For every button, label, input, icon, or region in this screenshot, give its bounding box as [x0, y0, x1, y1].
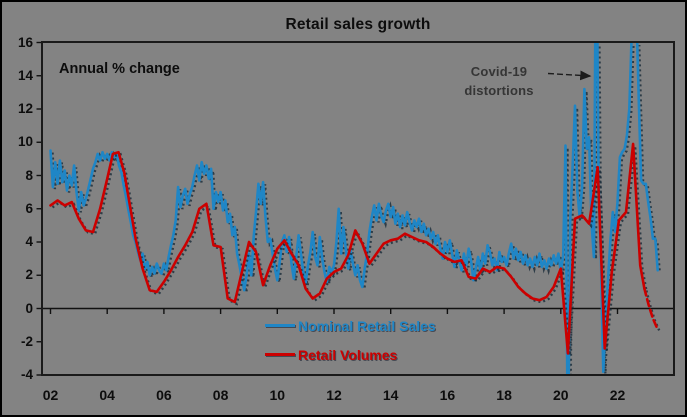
y-tick-label: 0: [25, 300, 33, 316]
legend-item-retail-volumes: Retail Volumes: [265, 340, 436, 369]
legend-item-nominal-retail-sales: Nominal Retail Sales: [265, 311, 436, 340]
x-tick-label: 12: [326, 387, 342, 403]
series-line-nominal-retail-sales: [49, 43, 659, 374]
y-tick-label: -4: [20, 367, 33, 382]
x-tick-label: 16: [439, 387, 456, 403]
legend-line-swatch-nominal: [265, 324, 295, 327]
chart-legend: Nominal Retail Sales Retail Volumes: [265, 311, 436, 369]
x-tick-label: 06: [156, 387, 172, 403]
covid-annotation-line1: Covid-19: [470, 64, 528, 79]
x-tick-label: 10: [269, 387, 286, 403]
series-line-retail-volumes-shadow: [51, 145, 648, 356]
x-tick-label: 22: [609, 387, 626, 403]
y-tick-label: 6: [25, 200, 33, 216]
legend-line-swatch-volumes: [265, 353, 295, 356]
x-tick-label: 14: [382, 387, 399, 403]
y-tick-label: 4: [25, 234, 33, 249]
covid-annotation: Covid-19 distortions: [432, 62, 566, 100]
x-tick-label: 20: [553, 387, 569, 403]
legend-label-volumes: Retail Volumes: [298, 346, 398, 363]
series-line-retail-volumes: [49, 142, 646, 355]
chart-title: Retail sales growth: [285, 16, 431, 33]
x-tick-label: 02: [42, 387, 59, 403]
y-tick-label: -2: [20, 333, 33, 349]
x-tick-label: 18: [496, 387, 512, 403]
y-tick-label: 12: [17, 101, 33, 116]
covid-annotation-line2: distortions: [464, 83, 534, 98]
y-tick-label: 16: [17, 34, 33, 50]
x-tick-label: 04: [99, 387, 115, 403]
legend-label-nominal: Nominal Retail Sales: [298, 317, 436, 334]
y-tick-label: 14: [17, 67, 33, 83]
plot-border: [41, 41, 675, 376]
units-note-label: Annual % change: [59, 61, 180, 77]
x-tick-label: 08: [212, 387, 229, 403]
y-tick-label: 2: [25, 267, 33, 283]
series-line-retail-volumes-forecast: [643, 287, 659, 330]
covid-annotation-arrow: [547, 70, 592, 81]
series-line-retail-volumes-forecast-shadow: [645, 290, 661, 331]
y-tick-label: 8: [25, 167, 33, 183]
y-tick-label: 10: [17, 134, 33, 150]
